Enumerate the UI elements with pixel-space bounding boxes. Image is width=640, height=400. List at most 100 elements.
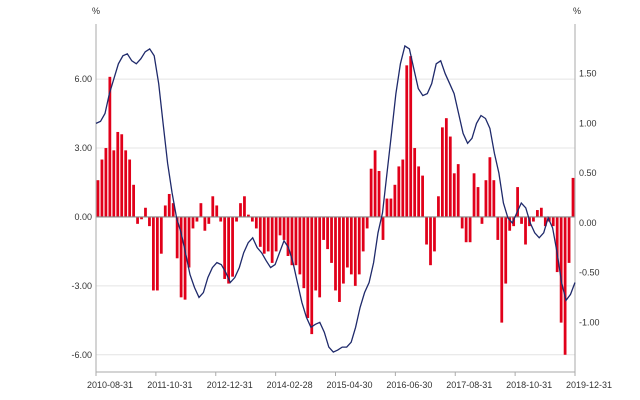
- bar: [266, 216, 270, 252]
- bar: [159, 216, 163, 254]
- bar: [444, 118, 448, 217]
- bar: [243, 196, 246, 217]
- left-tick-label: 6.00: [74, 74, 92, 84]
- bar: [112, 150, 116, 217]
- bar: [405, 65, 409, 217]
- bar: [334, 216, 337, 291]
- bar: [559, 216, 563, 323]
- right-axis-ticks: 1.50 1.00 0.50 0.00 -0.50 -1.00: [579, 69, 600, 328]
- bar: [417, 166, 421, 217]
- right-tick-label: 0.50: [579, 168, 597, 178]
- bar: [258, 216, 262, 247]
- bar: [290, 216, 294, 266]
- left-axis-ticks: 6.00 3.00 0.00 -3.00 -6.00: [71, 74, 92, 360]
- bar: [302, 216, 306, 289]
- bar: [306, 216, 310, 319]
- x-tick-label: 2017-08-31: [446, 380, 492, 390]
- bar: [484, 180, 488, 217]
- bar: [120, 134, 124, 217]
- x-tick-label: 2016-06-30: [386, 380, 432, 390]
- bar: [361, 216, 365, 252]
- right-tick-label: 1.00: [579, 118, 597, 128]
- bar: [480, 216, 484, 224]
- bar: [373, 150, 377, 217]
- bar: [223, 216, 227, 279]
- bar: [345, 216, 349, 268]
- bar: [318, 216, 322, 298]
- bar: [338, 216, 341, 302]
- bar: [476, 187, 480, 217]
- line-series: [95, 44, 576, 353]
- bar: [425, 216, 428, 245]
- bar: [409, 56, 413, 217]
- bar: [330, 216, 333, 263]
- bar: [433, 216, 436, 252]
- x-tick-label: 2012-12-31: [207, 380, 253, 390]
- bar: [167, 193, 171, 217]
- bar: [270, 216, 274, 263]
- bar-series: [96, 56, 575, 355]
- bar: [365, 216, 369, 229]
- right-tick-label: -1.00: [579, 317, 600, 327]
- bar: [492, 180, 496, 217]
- bar: [437, 196, 440, 217]
- left-tick-label: 0.00: [74, 212, 92, 222]
- bar: [199, 203, 203, 217]
- bar: [116, 131, 120, 217]
- bar: [377, 171, 381, 217]
- bar: [429, 216, 432, 266]
- bar: [520, 216, 523, 224]
- bar: [128, 159, 132, 217]
- bar: [262, 216, 266, 254]
- bar: [357, 216, 361, 275]
- x-tick-label: 2014-02-28: [267, 380, 313, 390]
- bar: [536, 210, 539, 217]
- bar: [555, 216, 559, 273]
- bar: [274, 216, 278, 252]
- bar: [393, 184, 397, 217]
- bar: [239, 203, 242, 217]
- bar: [488, 157, 492, 217]
- bar: [381, 216, 385, 240]
- bar: [504, 216, 508, 284]
- left-axis-unit: %: [92, 6, 100, 16]
- bar: [227, 216, 231, 284]
- bar: [512, 216, 516, 227]
- bar: [326, 216, 329, 250]
- bar: [254, 216, 258, 229]
- bar: [496, 216, 500, 240]
- x-tick-label: 2011-10-31: [147, 380, 192, 390]
- bar: [421, 175, 424, 217]
- bar: [144, 207, 147, 217]
- bar: [231, 216, 234, 277]
- left-tick-label: -3.00: [71, 281, 92, 291]
- bar: [500, 216, 504, 323]
- left-tick-label: 3.00: [74, 143, 92, 153]
- bar: [191, 216, 195, 229]
- x-tick-label: 2018-10-31: [506, 380, 552, 390]
- bar: [353, 216, 357, 286]
- bar: [155, 216, 159, 291]
- bar: [448, 136, 452, 217]
- bar: [195, 216, 199, 222]
- bar: [183, 216, 187, 300]
- x-axis-ticks: 2010-08-31 2011-10-31 2012-12-31 2014-02-28…: [87, 372, 612, 390]
- bar: [567, 216, 571, 263]
- bar: [342, 216, 345, 284]
- bar: [543, 216, 547, 227]
- right-tick-label: -0.50: [579, 268, 600, 278]
- bar: [250, 216, 254, 222]
- bar: [551, 216, 555, 227]
- bar: [215, 205, 219, 217]
- bar: [524, 216, 527, 245]
- bar: [108, 76, 112, 217]
- bar: [472, 173, 476, 217]
- bar: [385, 198, 389, 217]
- bar: [413, 148, 417, 217]
- bar: [397, 166, 401, 217]
- bar: [322, 216, 326, 240]
- bar: [532, 216, 535, 222]
- bar: [516, 187, 519, 217]
- bar: [282, 216, 286, 240]
